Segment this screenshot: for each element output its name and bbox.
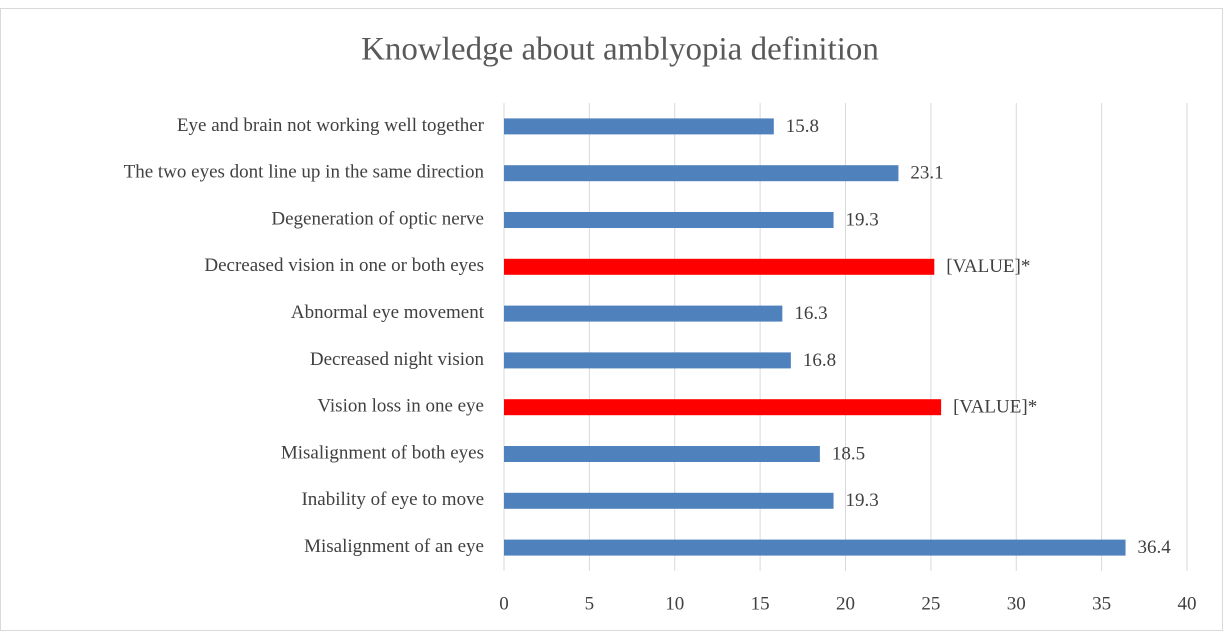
data-label: 23.1 (910, 163, 943, 184)
data-label: 19.3 (846, 209, 879, 230)
bar (504, 446, 820, 462)
x-tick-label: 40 (1178, 593, 1197, 614)
x-tick-label: 15 (751, 593, 770, 614)
x-tick-label: 35 (1092, 593, 1111, 614)
bar (504, 399, 942, 416)
y-tick-label: Decreased vision in one or both eyes (204, 255, 484, 276)
data-label: 16.8 (803, 350, 836, 371)
data-label: 36.4 (1138, 537, 1172, 558)
data-label: [VALUE]* (946, 256, 1030, 277)
y-tick-label: Eye and brain not working well together (177, 115, 485, 136)
y-tick-label: Vision loss in one eye (317, 396, 484, 417)
bar (504, 258, 935, 275)
bar (504, 352, 791, 369)
bar (504, 492, 834, 509)
x-tick-label: 10 (665, 593, 684, 614)
x-tick-label: 5 (585, 593, 595, 614)
y-tick-label: The two eyes dont line up in the same di… (124, 162, 485, 183)
x-tick-label: 30 (1007, 593, 1026, 614)
y-tick-label: Misalignment of both eyes (281, 442, 484, 463)
x-tick-label: 20 (836, 593, 855, 614)
chart-title: Knowledge about amblyopia definition (361, 32, 879, 68)
bar (504, 212, 834, 228)
data-label: [VALUE]* (953, 397, 1037, 418)
y-tick-label: Abnormal eye movement (291, 302, 485, 323)
x-tick-label: 0 (499, 593, 509, 614)
y-tick-label: Inability of eye to move (301, 489, 484, 510)
data-label: 19.3 (846, 490, 879, 511)
x-tick-label: 25 (921, 593, 940, 614)
y-tick-label: Decreased night vision (310, 349, 485, 370)
bar (504, 118, 774, 135)
bar (504, 165, 899, 182)
y-tick-label: Degeneration of optic nerve (271, 208, 484, 229)
data-label: 16.3 (794, 303, 827, 324)
bar (504, 539, 1126, 556)
y-tick-label: Misalignment of an eye (304, 536, 484, 557)
data-label: 15.8 (786, 116, 819, 137)
data-label: 18.5 (832, 443, 865, 464)
bar (504, 305, 783, 322)
